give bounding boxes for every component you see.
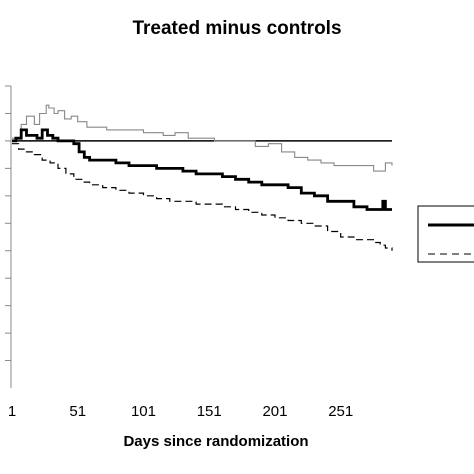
y-axis <box>5 85 12 388</box>
chart-title: Treated minus controls <box>132 18 341 39</box>
series-line-estimate <box>12 128 392 211</box>
x-tick-label: 101 <box>131 403 156 420</box>
series-group <box>12 104 393 251</box>
legend-box <box>417 205 474 263</box>
x-tick-labels: 1 51 101 151 201 251 <box>8 403 353 420</box>
x-axis-label: Days since randomization <box>123 433 308 450</box>
x-tick-label: 251 <box>328 403 353 420</box>
x-tick-label: 1 <box>8 403 16 420</box>
x-tick-label: 151 <box>197 403 222 420</box>
series-line-upper-bound <box>12 104 393 172</box>
x-tick-label: 51 <box>69 403 86 420</box>
x-tick-label: 201 <box>262 403 287 420</box>
series-line-lower-bound <box>12 143 393 251</box>
legend <box>417 205 474 263</box>
